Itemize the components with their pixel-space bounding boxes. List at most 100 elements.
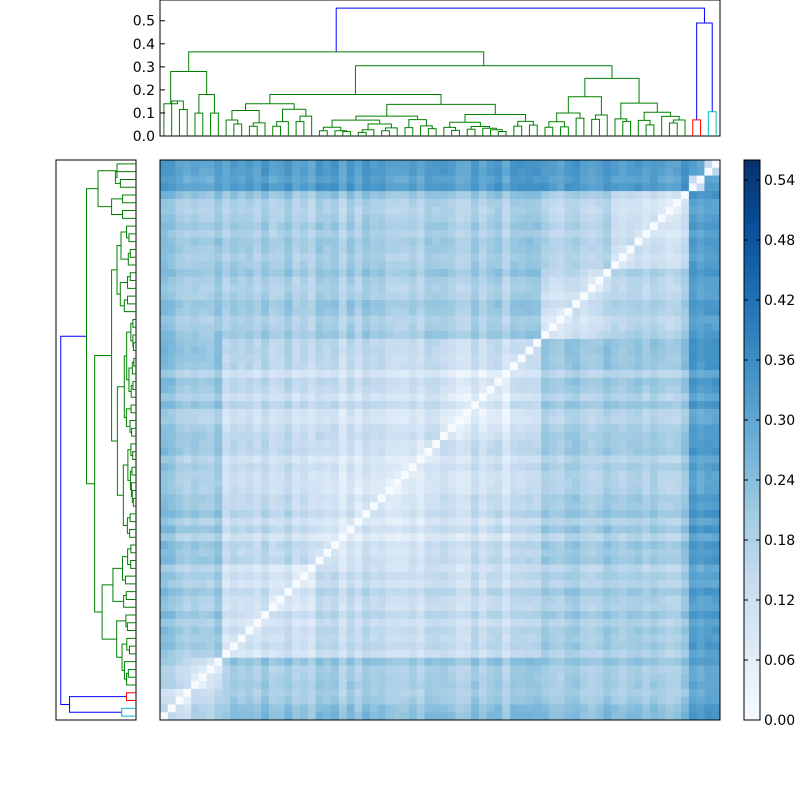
heatmap-cell [564,377,573,386]
heatmap-cell [432,385,441,394]
heatmap-cell [393,401,402,410]
heatmap-cell [198,424,208,433]
heatmap-cell [385,595,394,604]
heatmap-cell [307,416,316,425]
heatmap-cell [665,548,674,558]
heatmap-cell [393,510,402,519]
heatmap-cell [292,237,301,246]
heatmap-cell [471,315,480,324]
heatmap-cell [370,517,379,526]
heatmap-cell [268,463,278,472]
heatmap-cell [183,346,192,355]
heatmap-cell [206,673,215,682]
heatmap-cell [634,331,643,340]
heatmap-cell [354,416,363,425]
heatmap-cell [237,673,246,682]
heatmap-cell [587,510,596,519]
heatmap-cell [712,346,721,355]
heatmap-cell [331,230,340,239]
heatmap-cell [510,191,519,200]
heatmap-cell [478,230,488,239]
heatmap-cell [572,183,581,192]
heatmap-cell [455,618,464,628]
heatmap-cell [494,642,503,651]
heatmap-cell [191,432,200,441]
heatmap-cell [665,642,674,651]
heatmap-cell [175,432,184,441]
heatmap-cell [331,377,340,386]
heatmap-cell [300,385,309,394]
left-dendrogram-link [94,354,112,613]
left-dendrogram-link [115,163,136,178]
heatmap-cell [564,354,573,363]
heatmap-cell [650,160,659,169]
heatmap-cell [346,478,355,488]
heatmap-cell [307,603,316,612]
heatmap-cell [198,354,208,363]
heatmap-cell [688,416,698,425]
heatmap-cell [657,510,666,519]
left-dendrogram-link [97,170,118,208]
heatmap-cell [688,167,698,176]
heatmap-cell [300,517,309,526]
heatmap-cell [510,463,519,472]
heatmap-cell [160,401,169,410]
heatmap-cell [673,673,682,682]
heatmap-cell [657,611,666,620]
heatmap-cell [712,261,721,270]
heatmap-cell [292,198,301,208]
heatmap-cell [595,455,604,464]
heatmap-cell [222,245,231,254]
heatmap-cell [183,626,192,635]
heatmap-cell [673,650,682,659]
heatmap-cell [416,300,425,309]
heatmap-cell [370,533,379,542]
heatmap-cell [315,611,324,620]
heatmap-cell [214,486,223,495]
heatmap-cell [486,517,495,526]
heatmap-cell [160,587,169,596]
heatmap-cell [315,300,324,309]
heatmap-cell [362,253,371,262]
heatmap-cell [634,167,643,176]
heatmap-cell [564,237,573,246]
heatmap-cell [167,370,176,379]
heatmap-cell [284,268,293,278]
heatmap-cell [657,665,666,674]
heatmap-cell [572,338,581,348]
heatmap-cell [198,587,208,596]
heatmap-cell [533,463,542,472]
left-dendrogram-link [119,282,128,307]
heatmap-cell [191,307,200,316]
heatmap-cell [471,307,480,316]
heatmap-cell [440,494,449,503]
heatmap-cell [401,556,410,565]
heatmap-cell [603,183,612,192]
heatmap-cell [611,564,620,573]
heatmap-cell [401,432,410,441]
heatmap-cell [556,261,565,270]
left-dendrogram-link [122,464,128,527]
heatmap-cell [650,548,659,558]
heatmap-cell [300,455,309,464]
heatmap-cell [370,167,379,176]
heatmap-cell [307,245,316,254]
heatmap-cell [440,440,449,449]
heatmap-cell [206,323,215,332]
heatmap-cell [300,315,309,324]
heatmap-cell [346,510,355,519]
heatmap-cell [315,673,324,682]
heatmap-cell [502,338,511,348]
heatmap-cell [688,603,698,612]
heatmap-cell [253,657,262,666]
heatmap-cell [315,642,324,651]
heatmap-cell [634,276,643,285]
heatmap-cell [230,548,239,558]
heatmap-cell [494,191,503,200]
heatmap-cell [354,276,363,285]
heatmap-cell [424,626,433,635]
heatmap-cell [175,556,184,565]
heatmap-cell [455,292,464,301]
heatmap-cell [525,494,534,503]
heatmap-cell [237,276,246,285]
